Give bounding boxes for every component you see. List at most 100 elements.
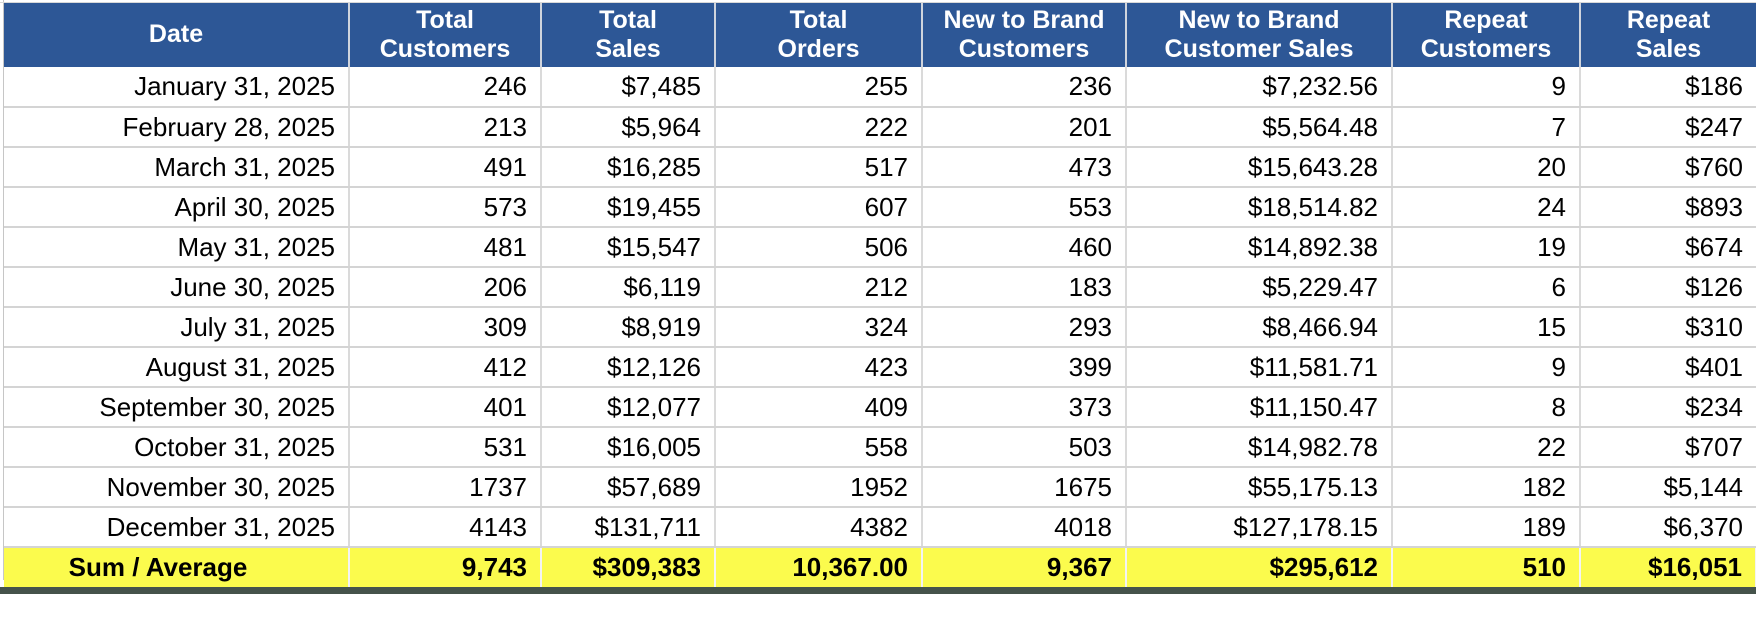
cell-new-to-brand-customer-sales[interactable]: $18,514.82 <box>1126 187 1393 228</box>
cell-repeat-customers[interactable]: 182 <box>1392 467 1581 508</box>
cell-total-sales[interactable]: $6,119 <box>541 267 716 308</box>
summary-total-customers[interactable]: 9,743 <box>349 547 542 587</box>
cell-date[interactable]: November 30, 2025 <box>4 467 350 508</box>
cell-repeat-customers[interactable]: 22 <box>1392 427 1581 468</box>
cell-total-orders[interactable]: 607 <box>715 187 923 228</box>
cell-date[interactable]: December 31, 2025 <box>4 507 350 548</box>
cell-total-orders[interactable]: 255 <box>715 67 923 108</box>
cell-new-to-brand-customers[interactable]: 373 <box>922 387 1127 428</box>
cell-total-sales[interactable]: $12,077 <box>541 387 716 428</box>
cell-repeat-customers[interactable]: 6 <box>1392 267 1581 308</box>
cell-total-customers[interactable]: 1737 <box>349 467 542 508</box>
cell-total-customers[interactable]: 4143 <box>349 507 542 548</box>
cell-date[interactable]: October 31, 2025 <box>4 427 350 468</box>
cell-repeat-sales[interactable]: $5,144 <box>1580 467 1756 508</box>
column-header-total-sales[interactable]: Total Sales <box>541 3 716 67</box>
cell-repeat-sales[interactable]: $247 <box>1580 107 1756 148</box>
cell-date[interactable]: March 31, 2025 <box>4 147 350 188</box>
cell-new-to-brand-customer-sales[interactable]: $5,229.47 <box>1126 267 1393 308</box>
cell-repeat-sales[interactable]: $234 <box>1580 387 1756 428</box>
column-header-new-to-brand-customers[interactable]: New to Brand Customers <box>922 3 1127 67</box>
cell-total-customers[interactable]: 206 <box>349 267 542 308</box>
cell-new-to-brand-customer-sales[interactable]: $15,643.28 <box>1126 147 1393 188</box>
cell-total-customers[interactable]: 412 <box>349 347 542 388</box>
cell-repeat-sales[interactable]: $893 <box>1580 187 1756 228</box>
cell-repeat-sales[interactable]: $674 <box>1580 227 1756 268</box>
cell-total-customers[interactable]: 213 <box>349 107 542 148</box>
cell-new-to-brand-customers[interactable]: 399 <box>922 347 1127 388</box>
cell-total-customers[interactable]: 491 <box>349 147 542 188</box>
cell-total-orders[interactable]: 506 <box>715 227 923 268</box>
cell-repeat-sales[interactable]: $707 <box>1580 427 1756 468</box>
cell-total-orders[interactable]: 423 <box>715 347 923 388</box>
cell-new-to-brand-customer-sales[interactable]: $55,175.13 <box>1126 467 1393 508</box>
cell-new-to-brand-customer-sales[interactable]: $14,982.78 <box>1126 427 1393 468</box>
cell-repeat-sales[interactable]: $126 <box>1580 267 1756 308</box>
cell-new-to-brand-customers[interactable]: 503 <box>922 427 1127 468</box>
cell-total-customers[interactable]: 531 <box>349 427 542 468</box>
cell-total-customers[interactable]: 309 <box>349 307 542 348</box>
summary-repeat-customers[interactable]: 510 <box>1392 547 1581 587</box>
cell-date[interactable]: February 28, 2025 <box>4 107 350 148</box>
cell-total-sales[interactable]: $15,547 <box>541 227 716 268</box>
cell-new-to-brand-customer-sales[interactable]: $5,564.48 <box>1126 107 1393 148</box>
cell-total-sales[interactable]: $12,126 <box>541 347 716 388</box>
cell-total-orders[interactable]: 222 <box>715 107 923 148</box>
cell-new-to-brand-customers[interactable]: 201 <box>922 107 1127 148</box>
cell-date[interactable]: June 30, 2025 <box>4 267 350 308</box>
cell-total-sales[interactable]: $16,285 <box>541 147 716 188</box>
cell-repeat-customers[interactable]: 9 <box>1392 347 1581 388</box>
summary-total-orders[interactable]: 10,367.00 <box>715 547 923 587</box>
cell-date[interactable]: April 30, 2025 <box>4 187 350 228</box>
cell-repeat-sales[interactable]: $760 <box>1580 147 1756 188</box>
cell-repeat-customers[interactable]: 20 <box>1392 147 1581 188</box>
cell-date[interactable]: May 31, 2025 <box>4 227 350 268</box>
cell-new-to-brand-customers[interactable]: 460 <box>922 227 1127 268</box>
cell-repeat-sales[interactable]: $186 <box>1580 67 1756 108</box>
cell-total-sales[interactable]: $19,455 <box>541 187 716 228</box>
cell-new-to-brand-customers[interactable]: 183 <box>922 267 1127 308</box>
cell-total-sales[interactable]: $57,689 <box>541 467 716 508</box>
column-header-repeat-sales[interactable]: Repeat Sales <box>1580 3 1756 67</box>
cell-new-to-brand-customer-sales[interactable]: $7,232.56 <box>1126 67 1393 108</box>
cell-repeat-customers[interactable]: 15 <box>1392 307 1581 348</box>
column-header-total-orders[interactable]: Total Orders <box>715 3 923 67</box>
cell-new-to-brand-customers[interactable]: 473 <box>922 147 1127 188</box>
cell-total-customers[interactable]: 481 <box>349 227 542 268</box>
cell-total-orders[interactable]: 212 <box>715 267 923 308</box>
cell-date[interactable]: July 31, 2025 <box>4 307 350 348</box>
cell-new-to-brand-customer-sales[interactable]: $14,892.38 <box>1126 227 1393 268</box>
cell-repeat-customers[interactable]: 19 <box>1392 227 1581 268</box>
cell-repeat-customers[interactable]: 8 <box>1392 387 1581 428</box>
cell-repeat-customers[interactable]: 7 <box>1392 107 1581 148</box>
cell-total-orders[interactable]: 558 <box>715 427 923 468</box>
cell-total-sales[interactable]: $7,485 <box>541 67 716 108</box>
cell-repeat-sales[interactable]: $6,370 <box>1580 507 1756 548</box>
cell-repeat-sales[interactable]: $310 <box>1580 307 1756 348</box>
column-header-new-to-brand-customer-sales[interactable]: New to Brand Customer Sales <box>1126 3 1393 67</box>
summary-repeat-sales[interactable]: $16,051 <box>1580 547 1756 587</box>
cell-total-sales[interactable]: $131,711 <box>541 507 716 548</box>
cell-total-orders[interactable]: 4382 <box>715 507 923 548</box>
cell-total-orders[interactable]: 1952 <box>715 467 923 508</box>
cell-new-to-brand-customer-sales[interactable]: $8,466.94 <box>1126 307 1393 348</box>
cell-new-to-brand-customers[interactable]: 1675 <box>922 467 1127 508</box>
cell-total-sales[interactable]: $5,964 <box>541 107 716 148</box>
cell-total-customers[interactable]: 573 <box>349 187 542 228</box>
summary-label[interactable]: Sum / Average <box>4 547 350 587</box>
column-header-repeat-customers[interactable]: Repeat Customers <box>1392 3 1581 67</box>
summary-new-to-brand-customer-sales[interactable]: $295,612 <box>1126 547 1393 587</box>
summary-total-sales[interactable]: $309,383 <box>541 547 716 587</box>
cell-new-to-brand-customer-sales[interactable]: $127,178.15 <box>1126 507 1393 548</box>
cell-total-customers[interactable]: 246 <box>349 67 542 108</box>
cell-repeat-customers[interactable]: 9 <box>1392 67 1581 108</box>
cell-repeat-customers[interactable]: 24 <box>1392 187 1581 228</box>
cell-total-sales[interactable]: $16,005 <box>541 427 716 468</box>
cell-date[interactable]: September 30, 2025 <box>4 387 350 428</box>
cell-new-to-brand-customers[interactable]: 553 <box>922 187 1127 228</box>
cell-total-orders[interactable]: 409 <box>715 387 923 428</box>
cell-new-to-brand-customer-sales[interactable]: $11,581.71 <box>1126 347 1393 388</box>
column-header-total-customers[interactable]: Total Customers <box>349 3 542 67</box>
cell-total-orders[interactable]: 324 <box>715 307 923 348</box>
cell-total-sales[interactable]: $8,919 <box>541 307 716 348</box>
